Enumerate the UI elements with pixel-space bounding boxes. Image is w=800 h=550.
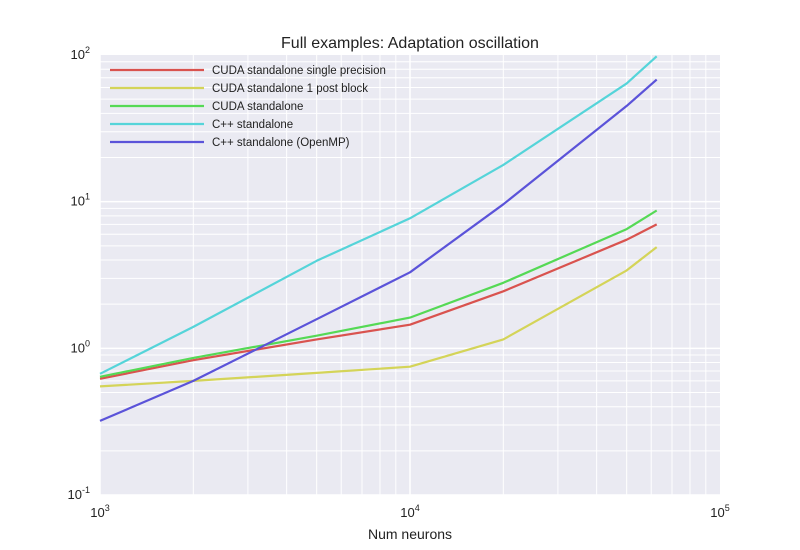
- x-tick-label: 105: [710, 503, 729, 520]
- y-tick-label: 101: [71, 192, 90, 209]
- series-line-1: [99, 223, 658, 380]
- legend: CUDA standalone single precision CUDA sta…: [110, 65, 386, 149]
- x-tick-label: 104: [400, 503, 419, 520]
- legend-label: CUDA standalone single precision: [212, 65, 386, 77]
- legend-label: C++ standalone (OpenMP): [212, 137, 350, 149]
- legend-label: C++ standalone: [212, 119, 293, 131]
- series-line-5: [99, 78, 658, 422]
- y-tick-label: 100: [71, 338, 90, 355]
- series-lines: [99, 55, 658, 422]
- series-line-4: [99, 55, 658, 375]
- x-tick-label: 103: [90, 503, 109, 520]
- legend-label: CUDA standalone: [212, 101, 303, 113]
- grid: [99, 55, 720, 496]
- y-tick-label: 10-1: [68, 485, 90, 502]
- x-axis-label: Num neurons: [368, 526, 452, 542]
- chart-title: Full examples: Adaptation oscillation: [281, 35, 539, 52]
- legend-label: CUDA standalone 1 post block: [212, 83, 368, 95]
- series-line-3: [99, 209, 658, 378]
- y-tick-labels: 10-1 100 101 102: [68, 45, 90, 502]
- x-tick-labels: 103 104 105: [90, 503, 729, 520]
- y-tick-label: 102: [71, 45, 90, 62]
